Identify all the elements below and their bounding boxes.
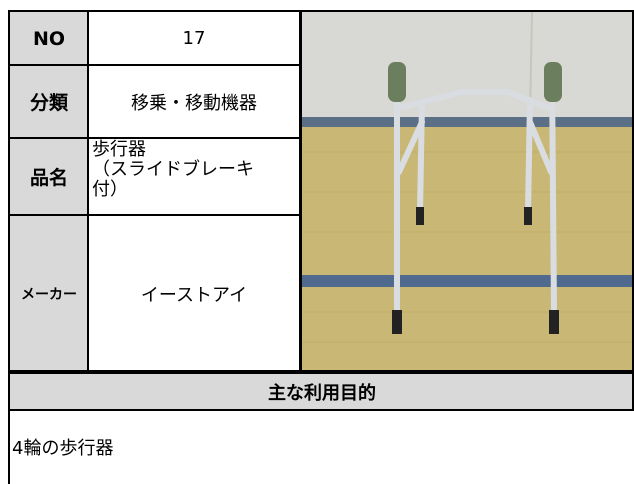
row-label: メーカー [10, 215, 88, 372]
border [8, 409, 634, 411]
row-value: 歩行器 （スライドブレーキ付） [92, 139, 254, 200]
row-label: NO [10, 12, 88, 65]
row-label: 品名 [10, 138, 88, 215]
border [8, 137, 300, 139]
border [299, 10, 302, 372]
border [8, 10, 10, 484]
purpose-heading: 主な利用目的 [10, 374, 634, 410]
border [87, 10, 89, 372]
row-value-box: 歩行器 （スライドブレーキ付） [88, 138, 300, 215]
purpose-text: 4輪の歩行器 [12, 438, 114, 459]
row-value: イーストアイ [140, 284, 248, 306]
row-label: 分類 [10, 65, 88, 138]
row-value: 17 [182, 28, 206, 49]
border [8, 370, 634, 374]
border [8, 214, 300, 216]
border [8, 10, 634, 12]
border [8, 64, 300, 66]
border [632, 10, 634, 410]
photo [302, 12, 634, 370]
row-value: 移乗・移動機器 [131, 92, 257, 114]
